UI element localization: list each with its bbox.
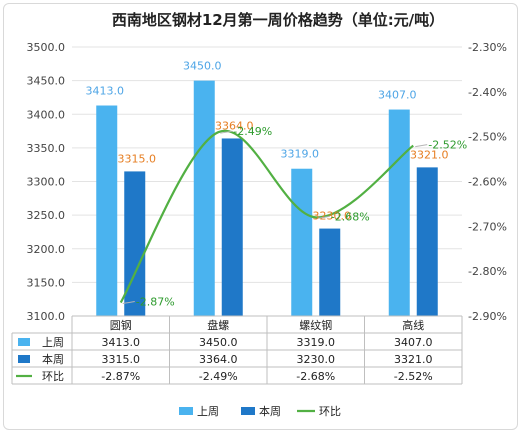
y-left-tick-label: 3500.0	[27, 41, 66, 54]
y-right-tick-label: -2.90%	[468, 310, 507, 323]
data-label-prev-week: 3319.0	[281, 148, 320, 161]
y-right-tick-label: -2.50%	[468, 131, 507, 144]
table-legend-swatch	[18, 338, 30, 346]
bar-this-week	[124, 171, 146, 316]
x-category-label: 圆钢	[110, 319, 132, 332]
data-label-leader	[317, 215, 330, 219]
bar-this-week	[416, 167, 438, 316]
data-label-leader	[415, 144, 428, 148]
y-left-tick-label: 3250.0	[27, 209, 66, 222]
y-right-tick-label: -2.80%	[468, 265, 507, 278]
data-label-ratio: -2.49%	[233, 125, 272, 138]
table-cell: -2.49%	[199, 370, 238, 383]
bar-prev-week	[193, 80, 215, 316]
data-label-ratio: -2.87%	[136, 296, 175, 309]
table-cell: 3315.0	[102, 353, 141, 366]
y-left-tick-label: 3100.0	[27, 310, 66, 323]
y-right-tick-label: -2.40%	[468, 86, 507, 99]
data-label-leader	[220, 130, 233, 134]
table-cell: 3407.0	[394, 336, 433, 349]
data-label-this-week: 3321.0	[410, 148, 449, 161]
y-right-tick-label: -2.70%	[468, 220, 507, 233]
table-series-name: 本周	[42, 352, 64, 366]
table-cell: -2.87%	[101, 370, 140, 383]
table-series-name: 上周	[42, 336, 64, 349]
y-right-tick-label: -2.30%	[468, 41, 507, 54]
y-left-tick-label: 3200.0	[27, 243, 66, 256]
table-cell: -2.68%	[296, 370, 335, 383]
y-left-tick-label: 3450.0	[27, 75, 66, 88]
y-right-tick-label: -2.60%	[468, 176, 507, 189]
y-left-tick-label: 3400.0	[27, 108, 66, 121]
bar-this-week	[221, 138, 243, 316]
legend-label: 环比	[319, 405, 341, 418]
table-cell: 3413.0	[102, 336, 141, 349]
data-label-ratio: -2.52%	[428, 139, 467, 152]
data-label-this-week: 3364.0	[215, 119, 254, 132]
y-left-tick-label: 3150.0	[27, 276, 66, 289]
legend-swatch	[179, 407, 193, 415]
bar-prev-week	[96, 105, 118, 316]
table-cell: 3321.0	[394, 353, 433, 366]
y-left-tick-label: 3350.0	[27, 142, 66, 155]
table-cell: 3319.0	[297, 336, 336, 349]
table-cell: 3230.0	[297, 353, 336, 366]
data-label-prev-week: 3413.0	[86, 85, 125, 98]
x-category-label: 螺纹钢	[299, 318, 332, 332]
data-label-this-week: 3315.0	[118, 152, 157, 165]
ratio-line	[119, 129, 414, 304]
y-left-tick-label: 3300.0	[27, 176, 66, 189]
bar-prev-week	[388, 109, 410, 316]
data-label-prev-week: 3450.0	[183, 60, 222, 73]
data-label-ratio: -2.68%	[331, 210, 370, 223]
legend-label: 上周	[197, 405, 219, 418]
table-cell: -2.52%	[394, 370, 433, 383]
data-label-this-week: 3230.0	[313, 210, 352, 223]
table-cell: 3364.0	[199, 353, 238, 366]
bar-prev-week	[291, 168, 313, 316]
legend-label: 本周	[259, 404, 281, 418]
chart-title: 西南地区钢材12月第一周价格趋势（单位:元/吨）	[112, 11, 444, 29]
x-category-label: 高线	[402, 318, 424, 332]
table-legend-swatch	[18, 355, 30, 363]
data-label-prev-week: 3407.0	[378, 89, 417, 102]
x-category-label: 盘螺	[207, 318, 229, 332]
data-label-leader	[122, 301, 135, 305]
legend-swatch	[241, 407, 255, 415]
bar-this-week	[319, 228, 341, 316]
table-series-name: 环比	[42, 370, 64, 383]
table-cell: 3450.0	[199, 336, 238, 349]
